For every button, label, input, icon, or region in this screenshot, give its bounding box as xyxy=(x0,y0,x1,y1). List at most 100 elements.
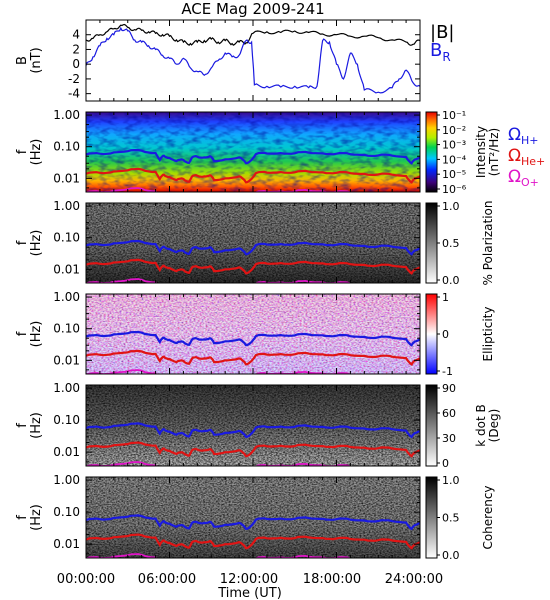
colorbar-coh-tick-label: 0.0 xyxy=(442,549,460,562)
colorbar-coh-tick-label: 0.5 xyxy=(442,512,460,525)
panel-pol-texture xyxy=(86,203,420,283)
gyro-line-He-pol xyxy=(86,258,420,275)
colorbar-psd-tick-label: 10⁻² xyxy=(442,124,466,137)
colorbar-kdb-label-unit: (Deg) xyxy=(487,409,501,443)
panel-pol-ytick-label: 0.01 xyxy=(53,262,80,276)
gyro-line-H-ell xyxy=(86,330,420,347)
colorbar-psd xyxy=(425,111,438,193)
colorbar-pol-label: % Polarization xyxy=(481,201,495,286)
legend-b-magnitude: |B| xyxy=(430,22,454,43)
gyro-line-He-coh xyxy=(86,533,420,550)
panel-ell-ytick-label: 0.01 xyxy=(53,353,80,367)
x-axis-labels: 00:00:00 06:00:00 12:00:00 18:00:00 24:0… xyxy=(57,572,443,600)
panel-psd-ytick-label: 0.01 xyxy=(53,171,80,185)
x-axis-title: Time (UT) xyxy=(217,586,282,600)
colorbar-psd-tick-label: 10⁻¹ xyxy=(442,109,466,122)
panel-kdb-ytick-label: 1.00 xyxy=(53,381,80,395)
colorbar-pol-tick-label: 0.0 xyxy=(442,274,460,287)
coh-ylabel: f xyxy=(15,515,30,520)
panel-kdb-heatmap xyxy=(86,385,420,466)
panel-psd-ytick-label: 0.10 xyxy=(53,140,80,154)
colorbar-ell-tick-label: 0 xyxy=(442,328,449,341)
panel-pol-heatmap xyxy=(86,203,420,283)
colorbar-pol-tick-label: 0.5 xyxy=(442,237,460,250)
gyro-line-He-psd xyxy=(86,167,420,184)
legend-b-radial-sub: R xyxy=(442,50,450,64)
colorbar-coh-label: Coherency xyxy=(481,485,495,549)
x-tick-label-2: 12:00:00 xyxy=(220,572,278,587)
series-line-b-radial xyxy=(85,26,421,94)
colorbar-kdb-tick-label: 0 xyxy=(442,457,449,470)
colorbar-kdb-tick-label: 30 xyxy=(442,432,456,445)
panel-coh-texture xyxy=(86,477,420,558)
colorbar-coh xyxy=(425,476,438,559)
colorbar-kdb-tick-label: 60 xyxy=(442,407,456,420)
gyro-line-He-ell xyxy=(86,349,420,366)
panel-coh-ytick-label: 0.10 xyxy=(53,505,80,519)
colorbar-coh-tick-label: 1.0 xyxy=(442,474,460,487)
colorbar-psd-tick-label: 10⁻⁴ xyxy=(442,153,467,166)
gyro-line-H-kdb xyxy=(86,422,420,439)
panel-coh: 1.00 0.10 0.01 f (Hz) 1.0 0.5 0.0 Coherency xyxy=(15,473,495,562)
legend-b-radial: BR xyxy=(430,40,451,64)
panel-kdb-ytick-label: 0.10 xyxy=(53,413,80,427)
panel-b-ytick-label: 0 xyxy=(72,57,80,71)
ell-ylabel: f xyxy=(15,331,30,336)
panel-pol-ytick-label: 0.10 xyxy=(53,231,80,245)
colorbar-psd-tick-label: 10⁻³ xyxy=(442,139,466,152)
colorbar-pol xyxy=(425,202,438,284)
colorbar-psd-label-unit: (nT²/Hz) xyxy=(487,128,501,176)
panel-b-ytick-label: -2 xyxy=(68,72,80,86)
panel-psd-texture xyxy=(86,112,420,192)
legend-b-radial-main: B xyxy=(430,40,442,61)
colorbar-kdb-tick-label: 90 xyxy=(442,382,456,395)
panel-b-ytick-label: 4 xyxy=(72,28,80,42)
colorbar-psd-tick-label: 10⁻⁶ xyxy=(442,183,467,196)
chart-title: ACE Mag 2009-241 xyxy=(181,0,324,18)
gyro-legend: ΩH+ ΩHe+ ΩO+ xyxy=(508,125,545,189)
gyro-legend-o: ΩO+ xyxy=(508,167,539,189)
kdb-yunit: (Hz) xyxy=(29,412,44,439)
gyro-legend-he: ΩHe+ xyxy=(508,146,545,168)
x-tick-label-3: 18:00:00 xyxy=(303,572,361,587)
panel-psd-heatmap xyxy=(86,112,420,192)
colorbar-kdb-label: k dot B xyxy=(474,404,488,446)
colorbar-ell-label: Ellipticity xyxy=(481,307,495,362)
gyro-line-H-coh xyxy=(86,514,420,531)
gyro-legend-h-symbol: Ω xyxy=(508,125,521,145)
panel-psd: 1.00 0.10 0.01 f (Hz) 10⁻¹ 10⁻² 10⁻³10⁻⁴ 10⁻⁵ 10⁻… xyxy=(15,108,501,196)
gyro-legend-h-sub: H+ xyxy=(521,134,539,147)
gyro-legend-o-symbol: Ω xyxy=(508,167,521,187)
pol-ylabel: f xyxy=(15,240,30,245)
b-ylabel: B xyxy=(15,56,30,65)
colorbar-pol-tick-label: 1.0 xyxy=(442,200,460,213)
gyro-legend-o-sub: O+ xyxy=(521,176,539,189)
gyro-legend-he-sub: He+ xyxy=(521,155,545,168)
panel-b-ytick-label: -4 xyxy=(68,87,80,101)
colorbar-ell-tick-label: 1 xyxy=(442,291,449,304)
panel-b-ytick-label: 2 xyxy=(72,42,80,56)
panel-psd-ytick-label: 1.00 xyxy=(53,108,80,122)
gyro-legend-h: ΩH+ xyxy=(508,125,539,147)
panel-pol: 1.00 0.10 0.01 f (Hz) 1.0 0.5 0.0 % Polarization xyxy=(15,199,495,287)
panel-pol-ytick-label: 1.00 xyxy=(53,199,80,213)
b-yunit: (nT) xyxy=(29,47,44,73)
gyro-line-He-kdb xyxy=(86,441,420,458)
colorbar-psd-tick-label: 10⁻⁵ xyxy=(442,168,466,181)
x-tick-label-0: 00:00:00 xyxy=(57,572,115,587)
panel-kdb-ytick-label: 0.01 xyxy=(53,445,80,459)
panel-ell-heatmap xyxy=(86,294,420,374)
panel-kdb: 1.00 0.10 0.01 f (Hz) 90 60 30 0 k dot B (Deg) xyxy=(15,381,501,470)
coh-yunit: (Hz) xyxy=(29,504,44,531)
panel-ell: 1.00 0.10 0.01 f (Hz) 1 0 -1 Ellipticity xyxy=(15,290,495,378)
panel-b: 420-2-4 B (nT) xyxy=(15,19,421,102)
series-line-b-magnitude xyxy=(85,23,421,46)
gyro-line-H-psd xyxy=(86,148,420,165)
panel-coh-ytick-label: 1.00 xyxy=(53,473,80,487)
panel-ell-ytick-label: 1.00 xyxy=(53,290,80,304)
psd-yunit: (Hz) xyxy=(29,139,44,166)
kdb-ylabel: f xyxy=(15,423,30,428)
panel-kdb-texture xyxy=(86,385,420,466)
pol-yunit: (Hz) xyxy=(29,230,44,257)
